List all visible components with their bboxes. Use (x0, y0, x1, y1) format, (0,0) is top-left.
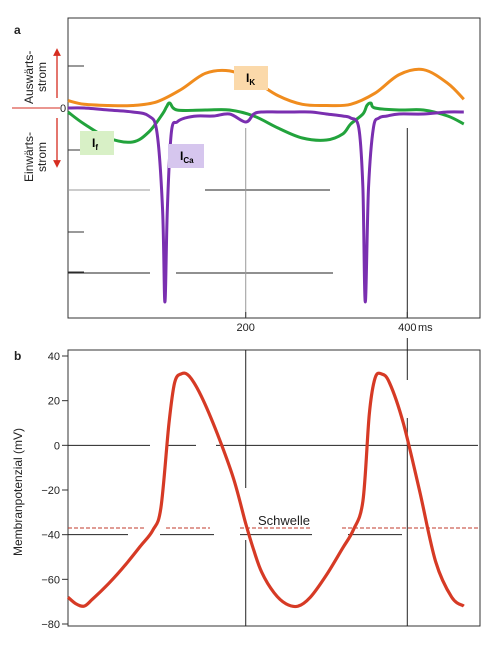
panel-b-y-tick-label: −60 (41, 574, 60, 586)
outward-label-line2: strom (35, 62, 49, 92)
inward-label-line1: Einwärts- (22, 132, 36, 182)
panel-b-y-axis-title: Membranpotenzial (mV) (11, 428, 25, 556)
panel-a-x-tick-label: 200 (237, 322, 255, 334)
series-label-ICa: ICa (180, 149, 194, 165)
panel-a-zero-label: 0 (60, 103, 66, 115)
panel-a-letter: a (14, 23, 21, 37)
panel-b-y-tick-label: −80 (41, 619, 60, 631)
panel-a-x-unit: ms (418, 322, 433, 334)
membrane-potential-line (66, 371, 465, 609)
panel-b-y-tick-label: 20 (48, 396, 60, 408)
panel-b-frame (67, 349, 481, 627)
threshold-label: Schwelle (258, 513, 310, 528)
panel-a-series (67, 67, 465, 304)
panel-b-y-tick-label: −40 (41, 530, 60, 542)
series-label-If: If (92, 136, 98, 152)
panel-a-x-tick-label: 400 (398, 322, 416, 334)
panel-b-series (66, 371, 465, 609)
series-line-ICa (67, 106, 464, 304)
panel-b-grid-lines (68, 338, 478, 626)
panel-a-vertical-lines (245, 128, 408, 318)
series-label-box-If (80, 131, 114, 155)
panel-b-y-tick-label: −20 (41, 485, 60, 497)
panel-a-frame (67, 17, 481, 319)
panel-a-grid-lines (68, 65, 333, 274)
series-label-box-IK (234, 66, 268, 90)
panel-a-x-ticks: 200 400 (237, 312, 416, 334)
panel-b-y-tick-label: 0 (54, 440, 60, 452)
series-label-IK: IK (246, 71, 255, 87)
panel-b-y-tick-label: 40 (48, 351, 60, 363)
panel-b-y-ticks: 40 20 0 −20 −40 −60 −80 (41, 351, 68, 631)
panel-b-letter: b (14, 349, 21, 363)
series-label-box-ICa (168, 144, 204, 168)
panel-a-series-labels: IK If ICa (80, 66, 268, 168)
series-line-If (67, 101, 465, 144)
inward-label-line2: strom (35, 142, 49, 172)
outward-label-line1: Auswärts- (22, 51, 36, 104)
